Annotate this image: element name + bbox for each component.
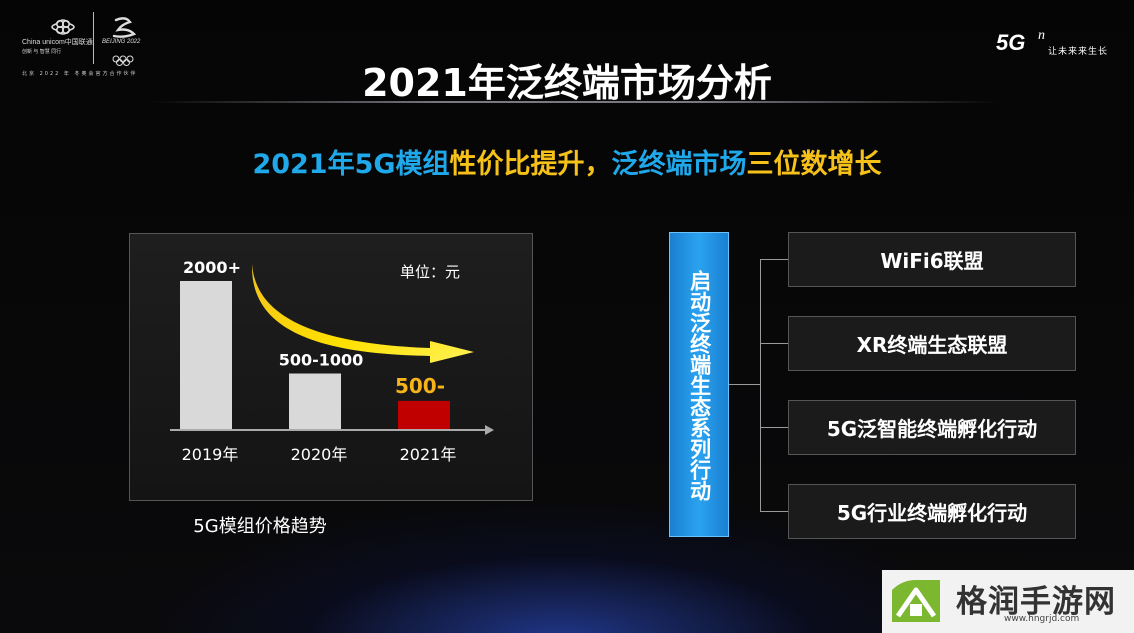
subtitle: 2021年5G模组性价比提升，泛终端市场三位数增长 <box>0 142 1134 181</box>
subtitle-part-4: 三位数增长 <box>746 149 882 180</box>
beijing-2022-emblem <box>112 17 137 66</box>
data-label-1: 2000+ <box>183 258 241 277</box>
brand-5g-superscript: n <box>1038 28 1045 43</box>
bar-1 <box>180 281 232 429</box>
unicom-logo-text: China unicom中国联通 <box>22 39 93 46</box>
partner-tagline: 北京 2022 年 冬奥会官方合作伙伴 <box>22 71 138 77</box>
initiative-item-industry-terminal: 5G行业终端孵化行动 <box>788 484 1076 539</box>
brand-slogan: 让未来来生长 <box>1048 47 1109 57</box>
connector-branch-1 <box>760 259 788 260</box>
initiative-item-xr: XR终端生态联盟 <box>788 316 1076 371</box>
china-unicom-logo <box>51 19 75 35</box>
subtitle-part-3: 泛终端市场 <box>611 149 747 180</box>
subtitle-part-1: 2021年5G模组 <box>252 149 450 180</box>
page-title: 2021年泛终端市场分析 <box>362 61 772 105</box>
connector-branch-4 <box>760 511 788 512</box>
trend-arrow <box>251 264 474 363</box>
watermark-url: www.hngrjd.com <box>1004 614 1080 624</box>
initiative-item-smart-terminal: 5G泛智能终端孵化行动 <box>788 400 1076 455</box>
category-label-3: 2021年 <box>400 445 457 464</box>
price-trend-chart-svg: 2000+ 500-1000 500- 2019年 2020年 2021年 单位：元 <box>170 258 494 464</box>
x-axis-arrowhead <box>485 425 494 435</box>
subtitle-part-2: 性价比提升， <box>449 149 612 180</box>
chart-caption: 5G模组价格趋势 <box>193 516 327 537</box>
connector-branch-2 <box>760 343 788 344</box>
data-label-3: 500- <box>395 374 445 398</box>
watermark-text: 格润手游网 <box>956 584 1116 620</box>
watermark-logo-icon <box>892 580 940 622</box>
beijing-logo-text: BEIJING 2022 <box>102 39 141 45</box>
bar-2 <box>289 373 341 429</box>
initiative-label: 启动泛终端生态系列行动 <box>687 270 712 501</box>
connector-branch-3 <box>760 427 788 428</box>
category-label-2: 2020年 <box>291 445 348 464</box>
price-trend-chart: 2000+ 500-1000 500- 2019年 2020年 2021年 单位：元 <box>129 233 533 501</box>
category-label-1: 2019年 <box>182 445 239 464</box>
brand-5g: 5G <box>996 30 1026 55</box>
connector-vertical <box>760 259 761 512</box>
title-underline <box>150 101 1000 103</box>
unicom-logo-subtext: 创新 与 智慧 同行 <box>22 49 62 55</box>
unit-label: 单位：元 <box>400 263 460 281</box>
bar-3 <box>398 400 450 429</box>
connector-horizontal-main <box>729 384 760 385</box>
data-label-2: 500-1000 <box>279 351 364 370</box>
initiative-box: 启动泛终端生态系列行动 <box>669 232 729 537</box>
logo-separator <box>93 12 94 64</box>
initiative-item-wifi6: WiFi6联盟 <box>788 232 1076 287</box>
